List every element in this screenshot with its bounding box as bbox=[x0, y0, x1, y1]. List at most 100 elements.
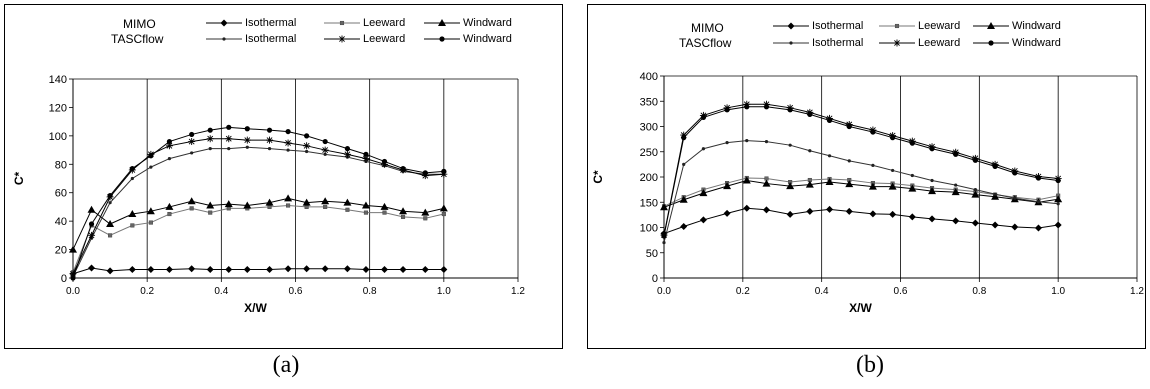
chart-a-xtick-label-3: 0.6 bbox=[289, 286, 303, 297]
legend-swatch-circle-icon bbox=[424, 36, 460, 42]
chart-b-point-mimo-isothermal-3 bbox=[723, 209, 731, 217]
chart-a-point-tascflow-windward-0 bbox=[70, 275, 76, 281]
chart-b-point-mimo-windward-9 bbox=[845, 180, 854, 188]
chart-b-ytick-label-7: 350 bbox=[640, 96, 658, 108]
chart-a-point-tascflow-leeward-8 bbox=[225, 135, 233, 143]
panel-caption-a: (a) bbox=[272, 352, 300, 378]
chart-b-ytick-label-8: 400 bbox=[640, 71, 658, 83]
chart-a-point-tascflow-windward-12 bbox=[304, 133, 310, 139]
chart-a-point-mimo-isothermal-13 bbox=[321, 265, 329, 273]
chart-a-point-mimo-leeward-17 bbox=[400, 214, 406, 219]
chart-a-point-tascflow-windward-1 bbox=[88, 221, 95, 227]
chart-b-point-tascflow-isothermal-11 bbox=[891, 168, 895, 173]
chart-b-point-mimo-isothermal-9 bbox=[845, 207, 853, 215]
chart-a-point-tascflow-leeward-11 bbox=[284, 139, 292, 147]
chart-b-point-tascflow-isothermal-17 bbox=[1013, 196, 1017, 200]
chart-b-point-tascflow-isothermal-9 bbox=[847, 159, 851, 163]
chart-a-point-mimo-windward-8 bbox=[224, 200, 233, 208]
chart-b-series-line-mimo-isothermal bbox=[663, 207, 1059, 235]
chart-a-point-mimo-leeward-5 bbox=[167, 211, 172, 217]
chart-a-legend: MIMO TASCflow Isothermal Leeward Windwar… bbox=[5, 5, 562, 46]
legend-group-label-mimo: MIMO bbox=[123, 17, 156, 31]
chart-b-point-mimo-windward-2 bbox=[699, 189, 708, 197]
chart-b-point-mimo-windward-1 bbox=[679, 195, 688, 203]
chart-b-ytick-label-6: 300 bbox=[640, 122, 658, 134]
chart-b-ytick-label-1: 50 bbox=[646, 248, 658, 260]
chart-a-point-mimo-leeward-19 bbox=[441, 211, 446, 217]
legend-swatch-dot-icon bbox=[206, 37, 242, 41]
chart-b-point-tascflow-isothermal-19 bbox=[1056, 202, 1060, 206]
chart-a-point-mimo-windward-13 bbox=[321, 197, 330, 205]
chart-a-xtick-label-4: 0.8 bbox=[363, 286, 377, 297]
chart-b-xtick-label-6: 1.2 bbox=[1130, 286, 1144, 297]
chart-a-point-tascflow-isothermal-3 bbox=[130, 176, 134, 181]
chart-a-point-mimo-leeward-2 bbox=[108, 233, 113, 238]
chart-b-point-mimo-isothermal-6 bbox=[786, 210, 794, 218]
chart-a-point-mimo-leeward-4 bbox=[148, 220, 153, 225]
legend-swatch-square-icon bbox=[324, 20, 360, 26]
chart-a-point-tascflow-leeward-5 bbox=[165, 142, 173, 150]
chart-a-point-mimo-isothermal-7 bbox=[206, 265, 214, 273]
legend-item-tascflow-windward: Windward bbox=[423, 32, 512, 46]
chart-a-point-mimo-leeward-13 bbox=[323, 204, 328, 209]
chart-a-point-tascflow-isothermal-4 bbox=[149, 165, 153, 169]
chart-a-point-tascflow-windward-11 bbox=[285, 128, 291, 135]
chart-a-point-tascflow-isothermal-9 bbox=[245, 145, 249, 149]
chart-b-point-mimo-isothermal-17 bbox=[1011, 223, 1019, 231]
chart-b-point-tascflow-isothermal-3 bbox=[725, 141, 729, 145]
chart-a-point-mimo-leeward-18 bbox=[423, 216, 428, 221]
chart-b-ytick-label-4: 200 bbox=[640, 172, 658, 184]
legend-item-mimo-windward: Windward bbox=[972, 19, 1061, 33]
chart-b-point-tascflow-isothermal-4 bbox=[745, 139, 749, 143]
legend-swatch-star-icon bbox=[879, 39, 915, 47]
chart-a-point-mimo-windward-1 bbox=[87, 205, 96, 213]
chart-b-point-tascflow-windward-16 bbox=[992, 163, 998, 169]
chart-b-point-mimo-isothermal-12 bbox=[908, 213, 916, 221]
chart-a-xtick-label-5: 1.0 bbox=[437, 286, 451, 297]
chart-a-point-mimo-isothermal-8 bbox=[225, 265, 233, 273]
chart-b-xtick-label-5: 1.0 bbox=[1051, 286, 1065, 297]
legend-swatch-marker bbox=[439, 36, 445, 42]
chart-a-point-tascflow-leeward-15 bbox=[362, 155, 370, 163]
chart-a-point-tascflow-leeward-0 bbox=[69, 270, 77, 278]
chart-a-ytick-label-7: 140 bbox=[49, 74, 67, 86]
chart-a-point-tascflow-windward-6 bbox=[189, 131, 195, 138]
chart-a-point-tascflow-isothermal-11 bbox=[286, 148, 290, 152]
chart-b-point-tascflow-windward-0 bbox=[661, 233, 667, 239]
chart-a-point-mimo-isothermal-9 bbox=[243, 265, 251, 273]
chart-b-point-mimo-isothermal-14 bbox=[952, 217, 960, 225]
chart-a-point-tascflow-windward-3 bbox=[129, 165, 135, 172]
chart-b-point-tascflow-windward-10 bbox=[870, 129, 876, 135]
chart-b-point-tascflow-windward-2 bbox=[700, 114, 707, 121]
chart-a-point-tascflow-windward-5 bbox=[166, 138, 173, 145]
chart-a-point-tascflow-windward-9 bbox=[244, 126, 250, 132]
chart-a-point-mimo-windward-0 bbox=[69, 245, 77, 253]
chart-b-point-mimo-isothermal-15 bbox=[971, 219, 979, 227]
chart-b-series-line-tascflow-isothermal bbox=[663, 140, 1059, 243]
legend-item-mimo-windward: Windward bbox=[423, 16, 512, 30]
legend-item-mimo-isothermal: Isothermal bbox=[772, 19, 863, 33]
chart-b-point-mimo-windward-12 bbox=[908, 184, 917, 192]
panel-caption-b: (b) bbox=[856, 352, 884, 378]
legend-swatch-diamond-icon bbox=[773, 22, 809, 30]
chart-b-xtick-label-2: 0.4 bbox=[815, 286, 829, 297]
chart-b-point-mimo-isothermal-2 bbox=[699, 216, 707, 224]
chart-a-point-tascflow-leeward-1 bbox=[88, 231, 96, 239]
chart-b-series-line-tascflow-leeward bbox=[663, 103, 1059, 236]
chart-a-point-mimo-windward-10 bbox=[265, 198, 274, 206]
chart-a-point-mimo-leeward-16 bbox=[382, 210, 387, 215]
legend-group-label-tascflow: TASCflow bbox=[111, 32, 164, 46]
legend-swatch-marker bbox=[338, 35, 346, 43]
chart-a-series-line-mimo-isothermal bbox=[72, 267, 444, 275]
chart-a-point-mimo-isothermal-4 bbox=[147, 265, 155, 273]
chart-a-point-tascflow-leeward-9 bbox=[243, 136, 251, 144]
chart-b-point-mimo-windward-11 bbox=[888, 182, 897, 190]
chart-b-point-tascflow-windward-17 bbox=[1012, 170, 1018, 176]
chart-a-point-mimo-windward-6 bbox=[187, 197, 196, 205]
chart-a-point-mimo-windward-9 bbox=[243, 201, 252, 209]
chart-a-point-tascflow-leeward-7 bbox=[206, 135, 214, 143]
chart-b-point-mimo-windward-8 bbox=[825, 178, 834, 186]
chart-b-point-tascflow-isothermal-14 bbox=[954, 183, 958, 187]
chart-b-series-line-mimo-windward bbox=[663, 180, 1059, 208]
chart-a-point-tascflow-isothermal-10 bbox=[267, 147, 272, 151]
